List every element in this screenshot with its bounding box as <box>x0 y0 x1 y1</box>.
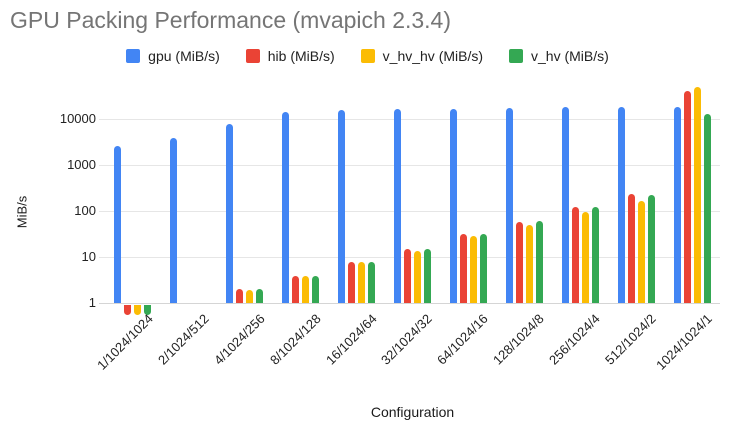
bar <box>256 289 264 303</box>
bar <box>515 221 523 303</box>
x-tick-label: 128/1024/8 <box>490 311 547 368</box>
x-tick-label: 1/1024/1024 <box>93 311 156 373</box>
bar <box>144 304 152 315</box>
bar <box>246 290 254 303</box>
bar <box>525 224 533 303</box>
legend-item[interactable]: v_hv (MiB/s) <box>509 48 609 64</box>
bar <box>302 276 310 303</box>
x-tick-label: 256/1024/4 <box>546 311 603 368</box>
bar <box>581 211 589 303</box>
bar <box>591 207 599 303</box>
bar <box>561 107 569 303</box>
gridline <box>99 210 720 212</box>
bar <box>134 304 142 315</box>
bar <box>414 250 421 303</box>
x-tick-label: 1024/1024/1 <box>652 311 715 373</box>
legend: gpu (MiB/s) hib (MiB/s) v_hv_hv (MiB/s) v_h… <box>0 46 735 66</box>
bar <box>338 109 346 303</box>
bar <box>124 304 132 315</box>
bar <box>348 261 356 303</box>
x-tick-label: 16/1024/64 <box>322 311 380 368</box>
bar <box>170 137 178 303</box>
legend-swatch-icon <box>360 49 375 63</box>
bar <box>683 91 691 303</box>
legend-item-label: v_hv (MiB/s) <box>531 48 609 64</box>
bar <box>459 234 467 303</box>
legend-swatch-icon <box>245 49 260 63</box>
bar <box>312 275 320 303</box>
bar <box>637 200 645 303</box>
legend-item-label: hib (MiB/s) <box>267 48 335 64</box>
y-axis-title: MiB/s <box>14 195 30 229</box>
bar <box>358 262 366 303</box>
y-tick-label: 100 <box>74 203 96 218</box>
legend-item[interactable]: hib (MiB/s) <box>245 48 335 64</box>
bar <box>693 86 701 303</box>
x-tick-label: 32/1024/32 <box>378 311 436 368</box>
bar <box>449 108 457 303</box>
x-axis-title: Configuration <box>370 404 455 420</box>
legend-item-label: v_hv_hv (MiB/s) <box>382 48 484 64</box>
bar <box>505 108 513 303</box>
bar <box>535 221 543 303</box>
bar <box>673 107 681 303</box>
bar <box>292 275 300 303</box>
legend-item-label: gpu (MiB/s) <box>148 48 220 64</box>
bar <box>627 193 635 303</box>
x-tick-label: 2/1024/512 <box>154 311 212 368</box>
x-tick-label: 4/1024/256 <box>210 311 268 368</box>
bar <box>226 124 234 303</box>
bar <box>236 289 244 303</box>
bar <box>469 236 477 303</box>
y-tick-label: 10000 <box>59 111 96 126</box>
bar <box>424 248 431 303</box>
bar <box>368 262 376 303</box>
bar <box>617 107 625 303</box>
x-tick-label: 8/1024/128 <box>266 311 324 368</box>
legend-swatch-icon <box>126 49 141 63</box>
legend-swatch-icon <box>509 49 524 63</box>
y-tick-label: 1 <box>88 295 96 310</box>
legend-item[interactable]: v_hv_hv (MiB/s) <box>360 48 484 64</box>
bar <box>571 207 579 303</box>
bar <box>404 248 411 303</box>
bar <box>114 145 122 303</box>
x-tick-label: 512/1024/2 <box>602 311 659 368</box>
gridline <box>99 118 720 120</box>
bar <box>647 194 655 303</box>
chart-title: GPU Packing Performance (mvapich 2.3.4) <box>10 7 452 33</box>
bar <box>394 108 401 303</box>
bar <box>703 113 711 303</box>
gridline <box>99 302 720 304</box>
gridline <box>99 164 720 166</box>
legend-item[interactable]: gpu (MiB/s) <box>126 48 220 64</box>
x-tick-label: 64/1024/16 <box>434 311 492 368</box>
y-tick-label: 10 <box>81 249 96 264</box>
bar <box>479 234 487 303</box>
y-tick-label: 1000 <box>67 157 96 172</box>
bar <box>282 112 290 303</box>
